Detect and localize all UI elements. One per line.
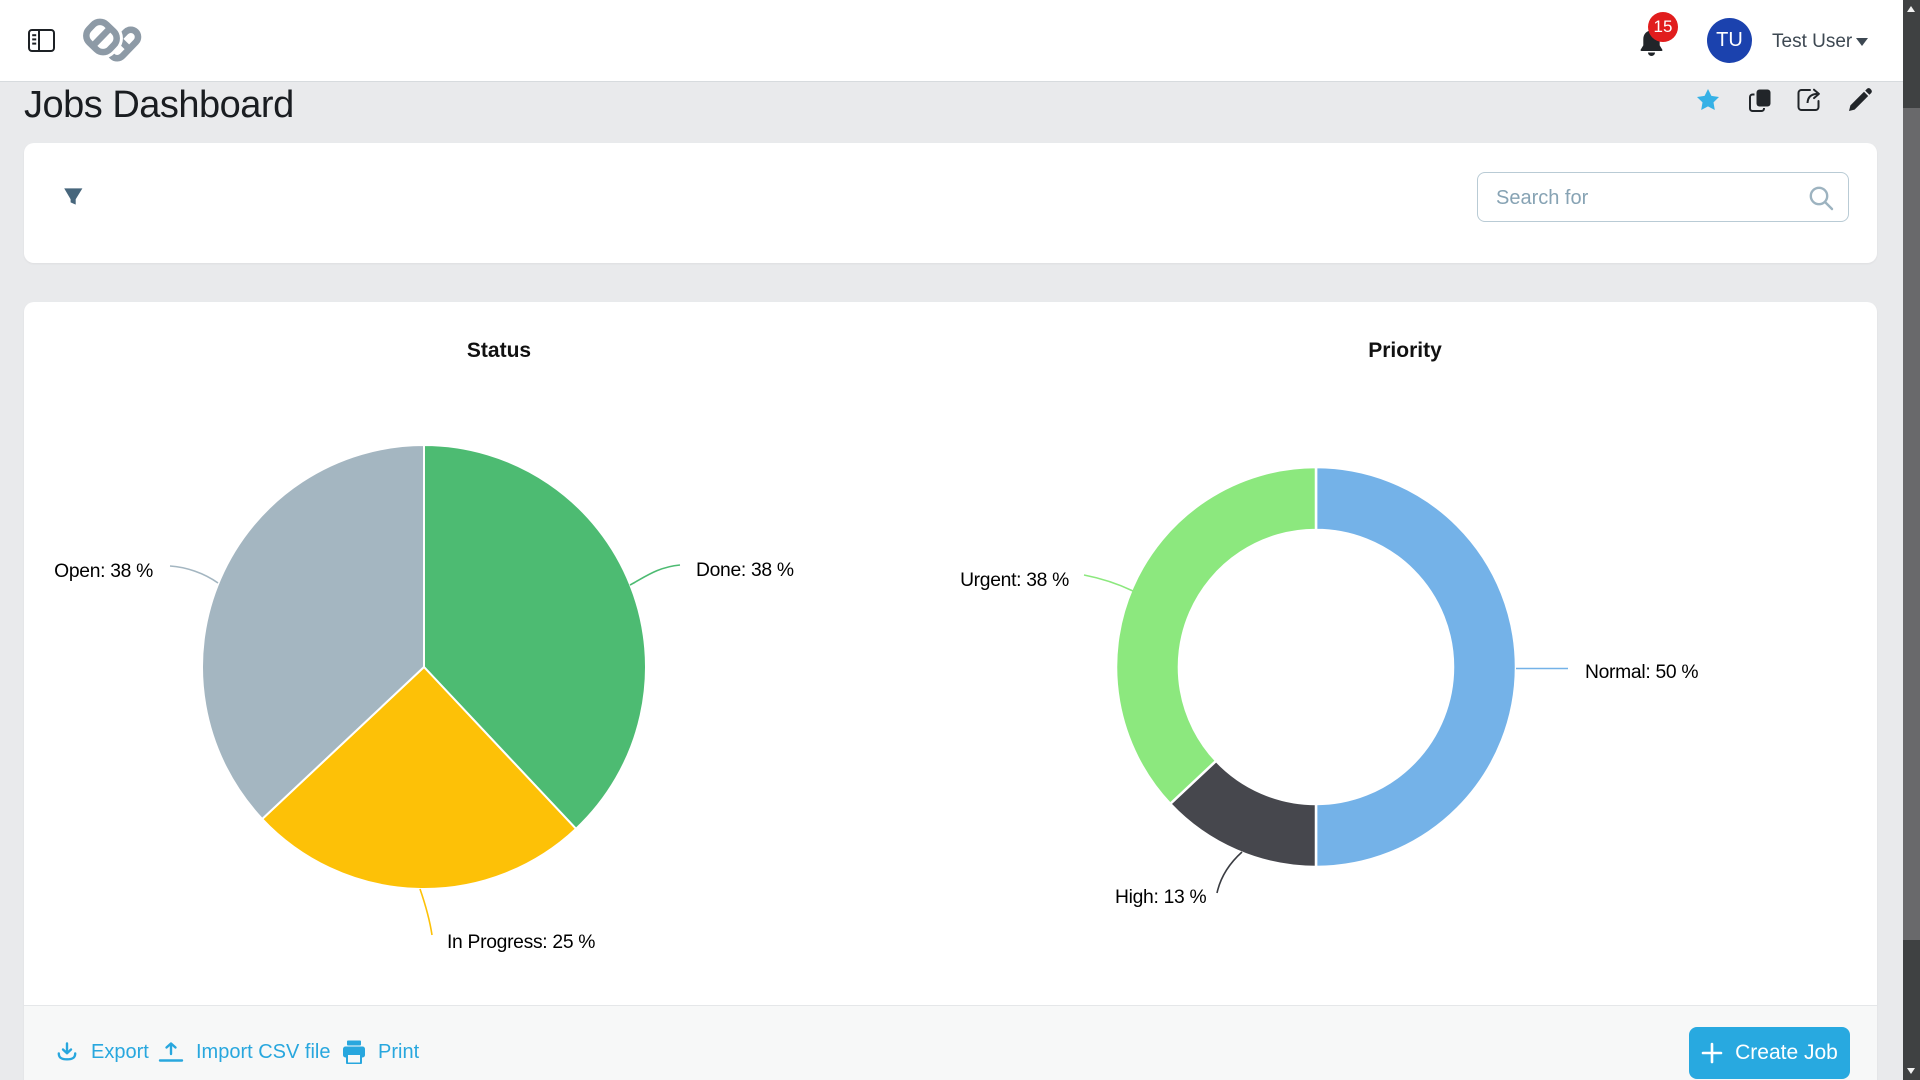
svg-text:Normal: 50 %: Normal: 50 % [1585, 662, 1698, 683]
svg-text:Open: 38 %: Open: 38 % [54, 561, 153, 582]
svg-text:Status: Status [467, 339, 531, 362]
svg-text:Priority: Priority [1368, 339, 1442, 362]
svg-text:Done: 38 %: Done: 38 % [696, 560, 794, 581]
svg-text:High: 13 %: High: 13 % [1115, 887, 1206, 908]
svg-text:In Progress: 25 %: In Progress: 25 % [447, 932, 595, 953]
svg-text:Urgent: 38 %: Urgent: 38 % [960, 570, 1069, 591]
